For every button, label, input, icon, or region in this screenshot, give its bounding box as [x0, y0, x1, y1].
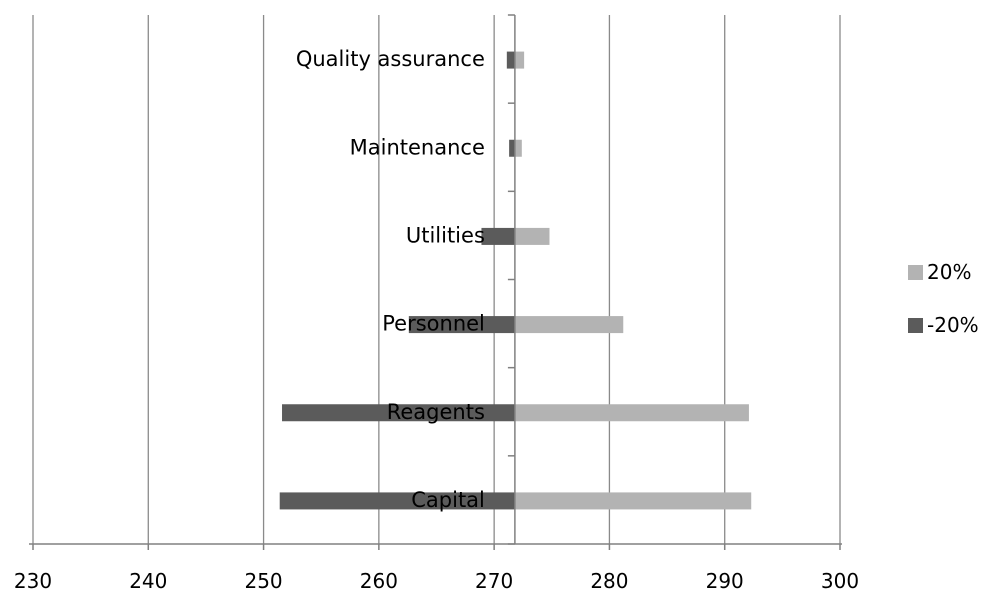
- bars: [279, 51, 752, 510]
- bar-plus20-quality-assurance: [514, 51, 525, 69]
- bar-minus20-maintenance: [509, 139, 515, 157]
- legend-swatch-minus20: [908, 318, 923, 333]
- x-tick-label-230: 230: [14, 569, 52, 593]
- category-labels: Quality assurance Maintenance Utilities Per…: [296, 47, 485, 512]
- x-tick-label-280: 280: [590, 569, 628, 593]
- bar-minus20-reagents: [282, 404, 515, 422]
- category-label-capital: Capital: [411, 488, 485, 512]
- bar-minus20-quality-assurance: [506, 51, 515, 69]
- x-tick-label-250: 250: [244, 569, 282, 593]
- category-label-utilities: Utilities: [406, 223, 485, 247]
- legend-label-minus20: -20%: [927, 313, 979, 337]
- legend: 20% -20%: [908, 260, 979, 337]
- bar-plus20-capital: [514, 492, 752, 510]
- x-tick-labels: 230 240 250 260 270 280 290 300: [14, 569, 859, 593]
- axes: [29, 14, 842, 550]
- legend-swatch-plus20: [908, 265, 923, 280]
- bar-minus20-capital: [279, 492, 515, 510]
- bar-minus20-utilities: [481, 227, 515, 245]
- x-tick-label-270: 270: [475, 569, 513, 593]
- bar-plus20-utilities: [514, 227, 550, 245]
- bar-minus20-personnel: [408, 316, 515, 334]
- category-label-quality-assurance: Quality assurance: [296, 47, 485, 71]
- category-label-maintenance: Maintenance: [350, 135, 485, 159]
- bar-plus20-reagents: [514, 404, 749, 422]
- x-tick-label-300: 300: [821, 569, 859, 593]
- x-tick-label-260: 260: [360, 569, 398, 593]
- gridlines: [32, 15, 841, 544]
- category-label-personnel: Personnel: [382, 312, 485, 336]
- category-label-reagents: Reagents: [387, 400, 485, 424]
- legend-label-plus20: 20%: [927, 260, 971, 284]
- bar-plus20-personnel: [514, 316, 624, 334]
- x-tick-label-290: 290: [706, 569, 744, 593]
- x-tick-label-240: 240: [129, 569, 167, 593]
- bar-plus20-maintenance: [514, 139, 522, 157]
